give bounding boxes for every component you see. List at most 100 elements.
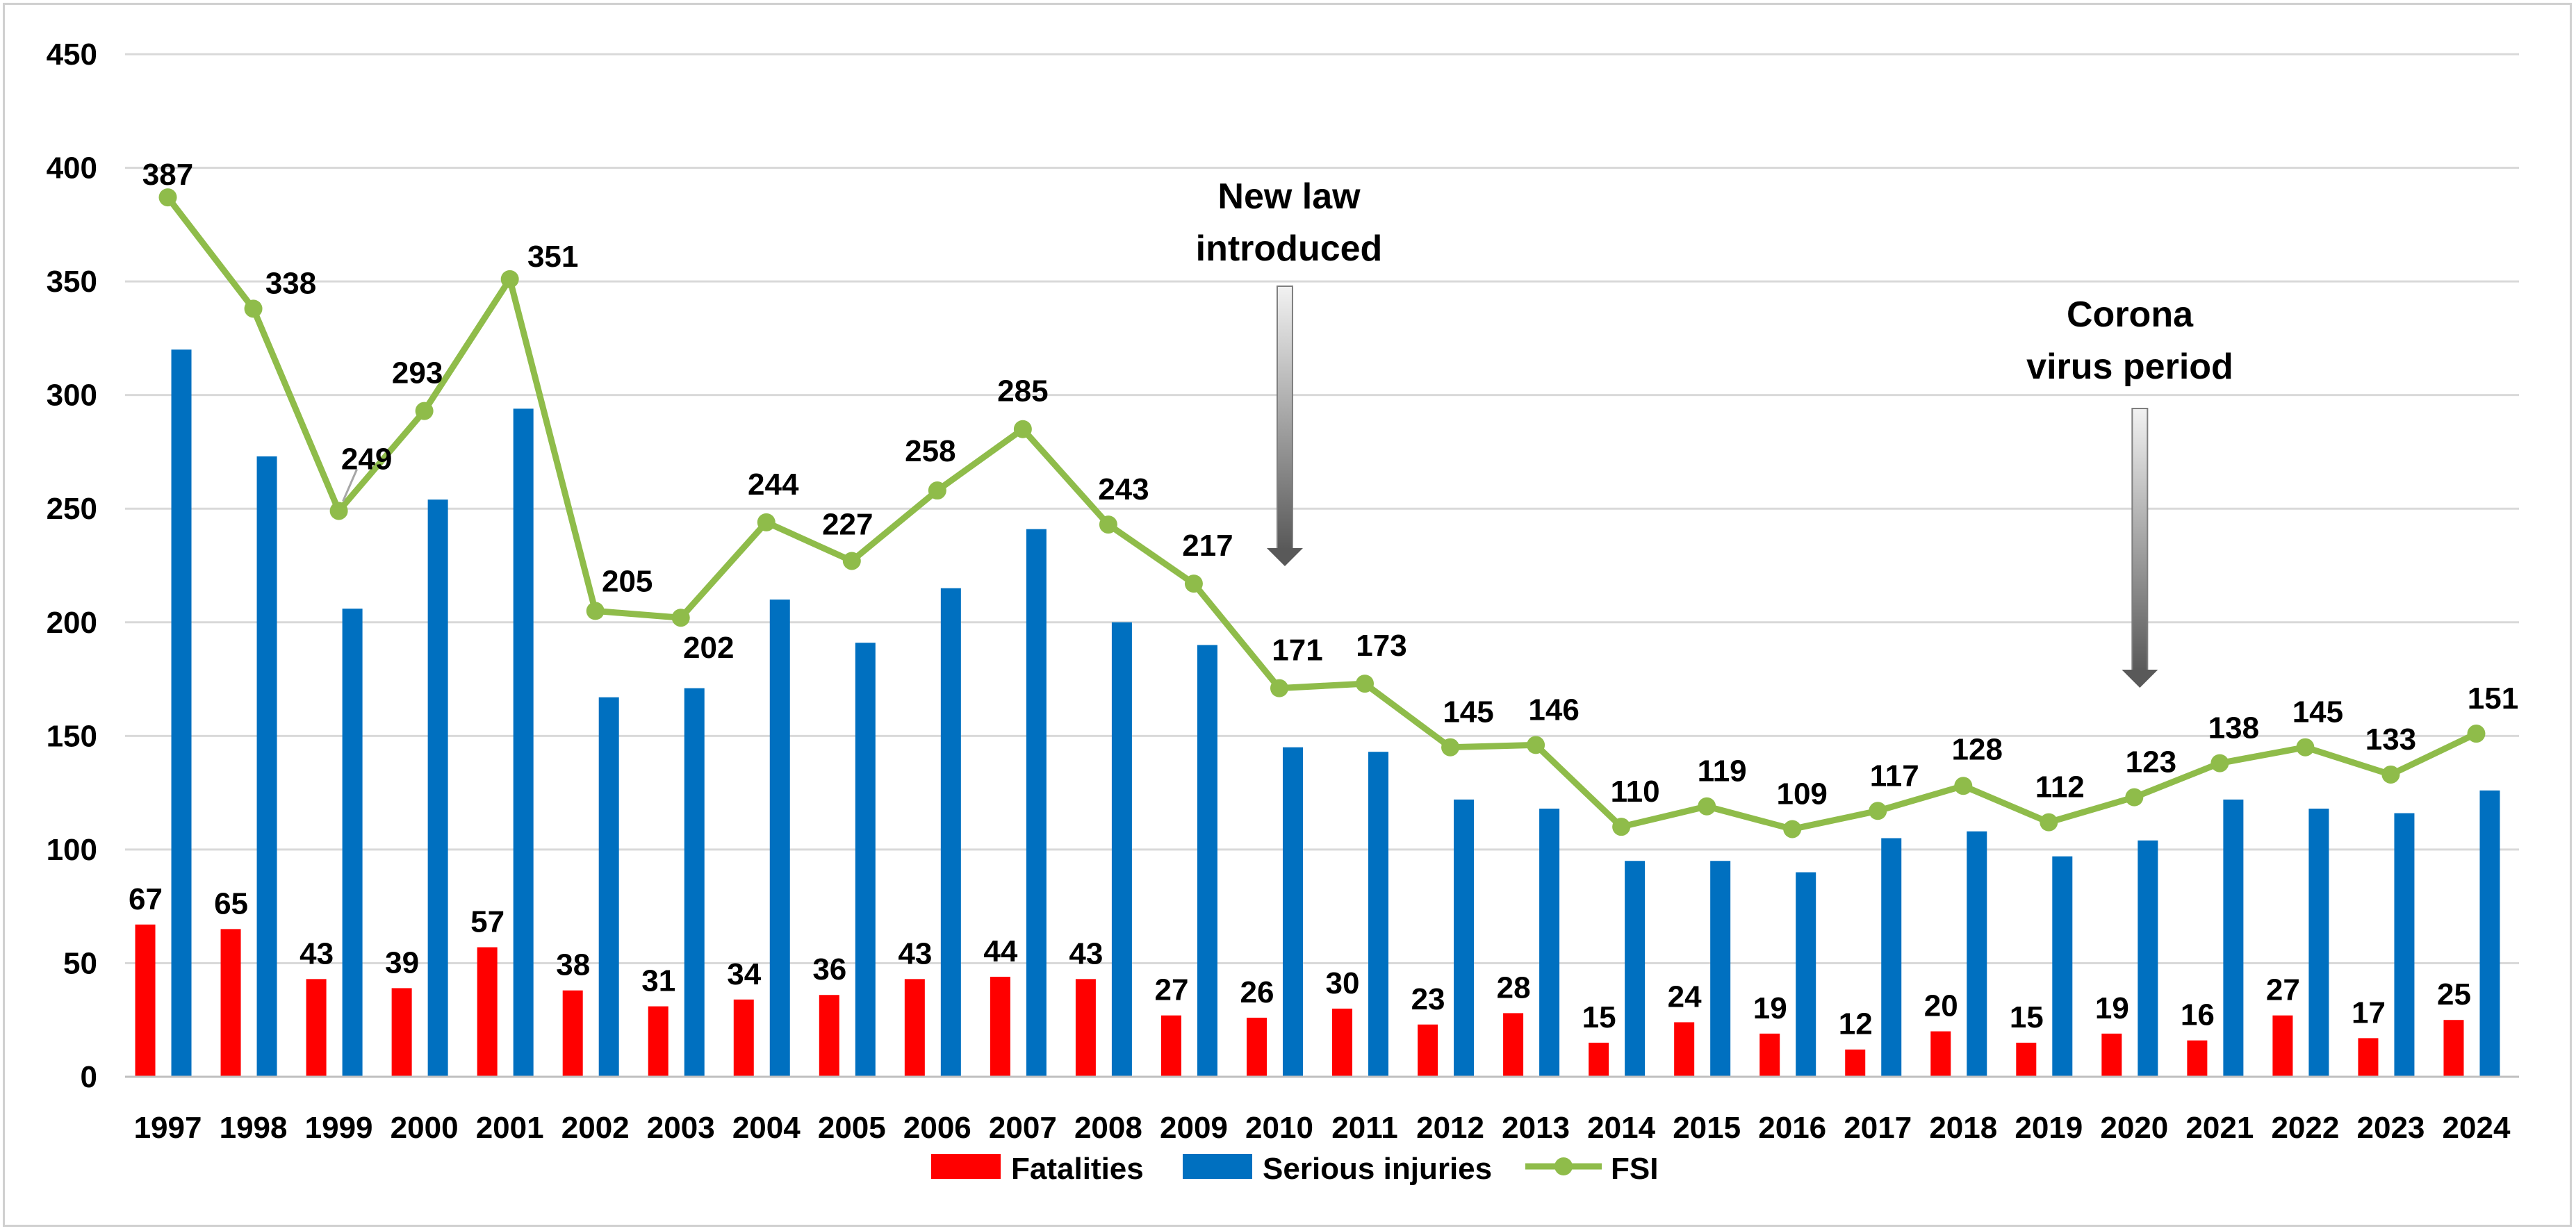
fsi-point — [2125, 788, 2144, 807]
fsi-label: 145 — [2292, 695, 2343, 729]
annotation-text: introduced — [1196, 229, 1383, 269]
x-tick-label: 2018 — [1929, 1111, 1997, 1145]
fatalities-bar — [2187, 1040, 2208, 1077]
fatalities-bar — [135, 924, 156, 1077]
fsi-point — [671, 609, 690, 627]
fsi-point — [1869, 802, 1887, 820]
x-tick-label: 2019 — [2015, 1111, 2083, 1145]
x-tick-label: 2012 — [1416, 1111, 1484, 1145]
fsi-point — [1441, 738, 1460, 757]
serious-injuries-bar — [1625, 861, 1646, 1077]
fsi-label: 338 — [265, 266, 316, 300]
fsi-label: 202 — [683, 631, 734, 665]
x-tick-label: 1999 — [305, 1111, 373, 1145]
x-tick-label: 2010 — [1245, 1111, 1313, 1145]
fsi-label: 173 — [1356, 629, 1406, 663]
x-tick-label: 2016 — [1758, 1111, 1826, 1145]
serious-injuries-bar — [2223, 799, 2244, 1077]
y-tick-label: 450 — [47, 38, 97, 72]
bars — [135, 349, 2500, 1077]
y-axis-ticks: 0 50 100 150 200 250 300 350 400 450 — [47, 38, 97, 1094]
y-tick-label: 0 — [81, 1060, 97, 1094]
annotation-text: Corona — [2067, 295, 2194, 335]
fsi-label: 133 — [2365, 722, 2416, 757]
fsi-point — [1612, 818, 1631, 836]
fatalities-bar — [2016, 1042, 2037, 1077]
serious-injuries-bar — [1454, 799, 1475, 1077]
serious-injuries-bar — [2394, 813, 2415, 1077]
serious-injuries-bar — [769, 600, 790, 1077]
serious-injuries-bar — [1026, 529, 1047, 1077]
x-tick-label: 2005 — [818, 1111, 886, 1145]
fsi-label: 112 — [2035, 770, 2085, 804]
y-tick-label: 150 — [47, 719, 97, 753]
x-tick-label: 2021 — [2185, 1111, 2254, 1145]
x-tick-label: 2023 — [2357, 1111, 2425, 1145]
fsi-label: 123 — [2126, 745, 2176, 779]
fatalities-bar — [1845, 1049, 1866, 1077]
x-tick-label: 2000 — [391, 1111, 459, 1145]
fatalities-label: 28 — [1497, 970, 1531, 1005]
fatalities-bar — [1930, 1031, 1951, 1077]
fsi-point — [757, 513, 776, 531]
fatalities-label: 38 — [556, 948, 590, 982]
annotations: New law introduced Corona virus period — [1196, 176, 2233, 688]
fatalities-label: 43 — [300, 936, 334, 970]
y-tick-label: 300 — [47, 379, 97, 413]
x-tick-label: 2020 — [2100, 1111, 2168, 1145]
fsi-label: 285 — [997, 374, 1048, 408]
data-labels: 67 65 43 39 57 38 31 34 36 43 44 43 27 26 30 23 28 15 24 19… — [129, 158, 2518, 1041]
fatalities-label: 67 — [129, 882, 163, 916]
fatalities-bar — [2443, 1020, 2464, 1077]
serious-injuries-bar — [940, 588, 961, 1077]
fsi-label: 146 — [1528, 693, 1579, 727]
fatalities-bar — [2358, 1038, 2379, 1077]
x-axis-ticks: 1997 1998 1999 2000 2001 2002 2003 2004 2005 2006… — [134, 1111, 2511, 1145]
fsi-point — [2467, 725, 2486, 743]
fatalities-label: 31 — [641, 964, 675, 998]
x-tick-label: 2001 — [476, 1111, 544, 1145]
y-tick-label: 250 — [47, 492, 97, 526]
fatalities-bar — [1503, 1013, 1524, 1077]
annotation-arrow-shaft — [1276, 286, 1293, 550]
fatalities-label: 30 — [1326, 966, 1360, 1000]
fsi-label: 110 — [1611, 775, 1660, 809]
fsi-label: 351 — [527, 240, 578, 274]
x-tick-label: 2006 — [903, 1111, 971, 1145]
fsi-point — [1698, 797, 1716, 816]
fsi-point — [1783, 820, 1802, 838]
fatalities-bar — [819, 995, 839, 1077]
legend-swatch-serious-injuries — [1183, 1154, 1252, 1179]
annotation-text: virus period — [2026, 347, 2233, 387]
fatalities-label: 19 — [2095, 991, 2129, 1025]
fatalities-label: 16 — [2181, 998, 2215, 1032]
fsi-label: 128 — [1952, 732, 2003, 766]
fsi-label: 244 — [748, 468, 799, 502]
fatalities-label: 19 — [1753, 991, 1787, 1025]
fatalities-bar — [1160, 1015, 1181, 1077]
serious-injuries-bar — [1710, 861, 1731, 1077]
fatalities-label: 27 — [1154, 973, 1188, 1007]
fsi-point — [842, 552, 861, 570]
x-tick-label: 2002 — [561, 1111, 630, 1145]
fatalities-label: 44 — [983, 934, 1017, 968]
fatalities-bar — [1674, 1022, 1695, 1077]
serious-injuries-bar — [1796, 872, 1816, 1077]
legend-swatch-fsi-marker — [1554, 1157, 1573, 1175]
fatalities-label: 26 — [1240, 975, 1274, 1009]
fsi-label: 171 — [1272, 634, 1322, 668]
fatalities-label: 23 — [1411, 982, 1445, 1016]
x-tick-label: 2013 — [1502, 1111, 1570, 1145]
fsi-label: 227 — [822, 507, 873, 541]
legend-label-fsi: FSI — [1611, 1152, 1658, 1186]
fsi-point — [1099, 515, 1117, 534]
x-tick-label: 2014 — [1587, 1111, 1655, 1145]
fsi-point — [2040, 813, 2058, 832]
fsi-point — [500, 270, 519, 288]
fsi-point — [928, 481, 946, 500]
fsi-label: 217 — [1182, 529, 1233, 563]
fatalities-bar — [2101, 1033, 2122, 1077]
fatalities-label: 25 — [2437, 977, 2471, 1011]
fatalities-label: 57 — [470, 905, 504, 939]
